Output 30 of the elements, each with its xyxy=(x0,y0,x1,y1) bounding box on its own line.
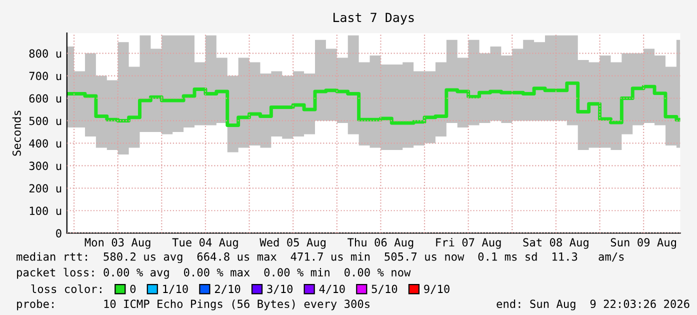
y-tick-label: 700 u xyxy=(29,72,62,80)
y-tick-label: 600 u xyxy=(29,94,62,103)
text: median rtt: 580.2 us avg 664.8 us max 471.7 us min 505.7 us now 0.1 ms sd 11.3 am/s xyxy=(16,252,624,264)
y-tick-label: 500 u xyxy=(29,116,62,126)
legend-label: 2/10 xyxy=(214,284,240,294)
legend-label: 9/10 xyxy=(424,284,450,294)
y-tick-label: 200 u xyxy=(29,184,62,193)
y-tick-label: 100 u xyxy=(30,206,62,216)
x-tick-label: Sat 08 Aug xyxy=(523,238,588,249)
legend-label: 5/10 xyxy=(372,284,398,294)
x-tick-label: Wed 05 Aug xyxy=(260,238,326,249)
text: probe: 10 ICMP Echo Pings (56 Bytes) every 300s xyxy=(17,299,370,310)
x-tick-label: Mon 03 Aug xyxy=(84,238,150,249)
x-tick-label: Sun 09 Aug xyxy=(610,238,676,249)
legend-label: 3/10 xyxy=(267,284,292,294)
text: end: Sun Aug 9 22:03:26 2026 xyxy=(496,299,690,310)
y-tick-label: 800 u xyxy=(29,49,62,58)
y-tick-label: 0 xyxy=(56,229,62,238)
legend-label: 0 xyxy=(130,284,136,294)
y-tick-label: 300 u xyxy=(29,162,62,170)
x-tick-label: Fri 07 Aug xyxy=(436,238,501,249)
x-tick-label: Tue 04 Aug xyxy=(172,238,238,249)
y-tick-label: 400 u xyxy=(29,139,62,148)
legend-label: 1/10 xyxy=(163,284,188,294)
y-axis-title: Seconds xyxy=(12,110,21,156)
text: packet loss: 0.00 % avg 0.00 % max 0.00 % min 0.00 % now xyxy=(17,268,411,279)
chart-title: Last 7 Days xyxy=(334,12,414,25)
legend-label: 4/10 xyxy=(319,284,345,294)
x-tick-label: Thu 06 Aug xyxy=(348,238,414,249)
legend-title: loss color: xyxy=(31,284,102,294)
